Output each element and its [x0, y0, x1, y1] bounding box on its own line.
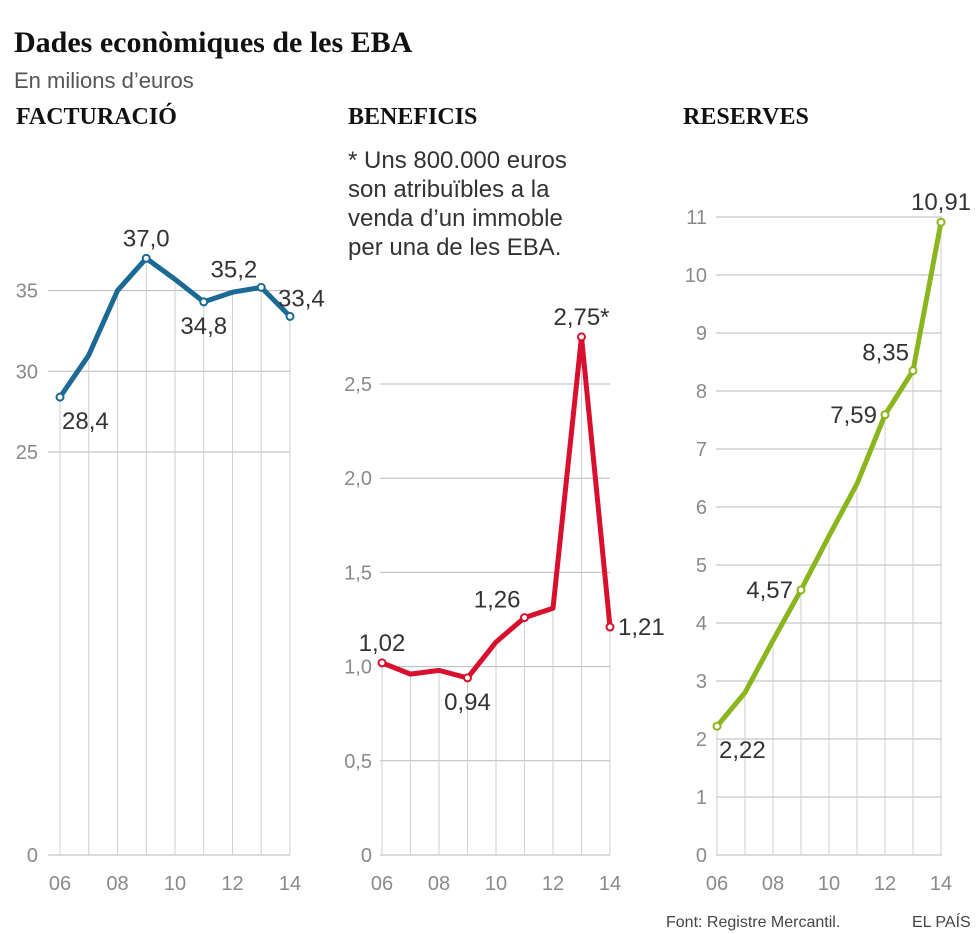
y-tick-label: 3 — [696, 671, 707, 693]
panel-title-facturacio: FACTURACIÓ — [16, 104, 177, 130]
data-label: 28,4 — [62, 408, 109, 435]
y-tick-label: 9 — [696, 323, 707, 345]
y-tick-label: 0 — [27, 845, 38, 867]
data-point-marker — [285, 311, 295, 321]
series-line-reserves — [714, 219, 944, 729]
x-tick-label: 12 — [874, 873, 896, 895]
x-tick-label: 14 — [599, 873, 621, 895]
data-point-marker — [712, 721, 722, 731]
data-point-marker — [55, 392, 65, 402]
y-tick-label: 1,0 — [344, 657, 372, 679]
y-tick-label: 1 — [696, 787, 707, 809]
x-tick-label: 08 — [428, 873, 450, 895]
data-point-marker — [463, 673, 472, 683]
data-point-marker — [796, 585, 806, 595]
y-tick-label: 10 — [685, 265, 707, 287]
chart-subtitle: En milions d’euros — [14, 68, 194, 93]
data-point-marker — [520, 613, 529, 623]
data-label: 37,0 — [123, 225, 170, 252]
data-point-marker — [199, 297, 209, 307]
y-tick-label: 11 — [686, 207, 707, 229]
panel-title-reserves: RESERVES — [683, 104, 809, 130]
y-tick-label: 8 — [696, 381, 707, 403]
data-label: 8,35 — [862, 340, 909, 367]
data-label: 33,4 — [278, 285, 325, 312]
x-tick-label: 12 — [542, 873, 564, 895]
y-tick-label: 2 — [696, 729, 707, 751]
y-tick-label: 0 — [696, 845, 707, 867]
data-point-marker — [141, 253, 151, 263]
beneficis-footnote: * Uns 800.000 euros son atribuïbles a la… — [348, 147, 567, 261]
series-line-facturacio — [57, 255, 293, 400]
publisher-credit: EL PAÍS — [912, 914, 971, 931]
data-point-marker — [908, 366, 918, 376]
data-label: 10,91 — [911, 189, 971, 216]
x-tick-label: 06 — [371, 873, 393, 895]
y-tick-label: 35 — [16, 281, 38, 303]
data-point-marker — [880, 410, 890, 420]
y-tick-label: 25 — [16, 442, 38, 464]
y-tick-label: 5 — [696, 555, 707, 577]
x-tick-label: 10 — [164, 873, 186, 895]
y-tick-label: 4 — [696, 613, 707, 635]
y-tick-label: 0,5 — [344, 751, 372, 773]
source-credit: Font: Registre Mercantil. — [666, 914, 841, 931]
y-tick-label: 6 — [696, 497, 707, 519]
data-label: 0,94 — [444, 689, 491, 716]
y-tick-label: 1,5 — [344, 562, 372, 584]
data-label: 1,26 — [474, 587, 521, 614]
chart-title: Dades econòmiques de les EBA — [14, 26, 413, 59]
data-label: 1,02 — [359, 630, 406, 657]
series-line-beneficis — [379, 334, 613, 681]
data-label: 1,21 — [618, 614, 665, 641]
data-label: 2,75* — [553, 304, 609, 331]
data-point-marker — [377, 658, 387, 668]
x-tick-label: 08 — [762, 873, 784, 895]
x-tick-label: 14 — [930, 873, 952, 895]
x-tick-label: 10 — [485, 873, 507, 895]
y-tick-label: 7 — [696, 439, 707, 461]
y-tick-label: 2,0 — [344, 468, 372, 490]
y-tick-label: 0 — [361, 845, 372, 867]
data-label: 4,57 — [746, 577, 793, 604]
data-point-marker — [605, 622, 615, 632]
data-label: 7,59 — [830, 402, 877, 429]
data-label: 35,2 — [211, 256, 258, 283]
x-tick-label: 14 — [279, 873, 301, 895]
y-tick-label: 2,5 — [344, 374, 372, 396]
data-point-marker — [577, 332, 586, 342]
x-tick-label: 06 — [706, 873, 728, 895]
data-label: 2,22 — [719, 737, 766, 764]
data-point-marker — [256, 282, 266, 292]
data-point-marker — [936, 217, 946, 227]
x-tick-label: 08 — [106, 873, 128, 895]
y-tick-label: 30 — [16, 361, 38, 383]
x-tick-label: 10 — [818, 873, 840, 895]
data-label: 34,8 — [180, 313, 227, 340]
panel-title-beneficis: BENEFICIS — [348, 104, 478, 130]
x-tick-label: 06 — [49, 873, 71, 895]
x-tick-label: 12 — [221, 873, 243, 895]
